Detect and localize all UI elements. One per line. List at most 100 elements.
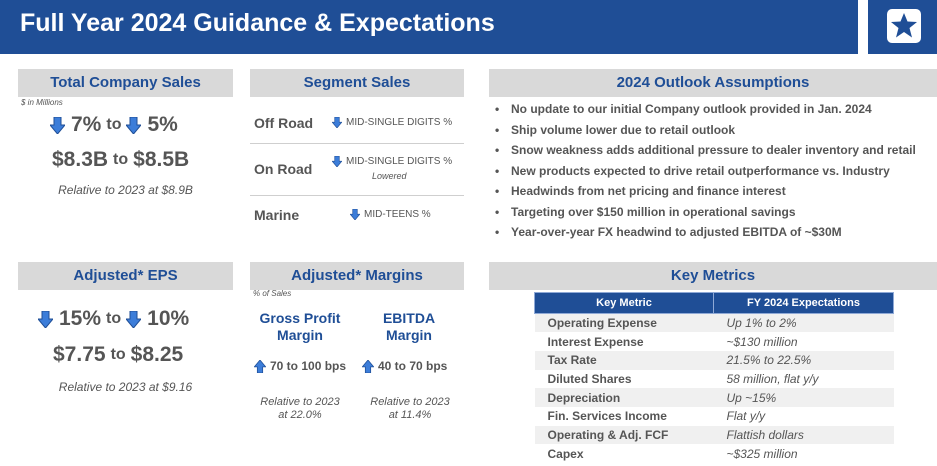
outlook-bullet-list: No update to our initial Company outlook… — [495, 99, 916, 243]
segment-name: Marine — [254, 207, 300, 223]
metric-value: Flat y/y — [713, 406, 894, 426]
segment-name: On Road — [254, 161, 313, 177]
metric-name: Capex — [534, 444, 714, 463]
ebitda-margin-note: Relative to 2023 at 11.4% — [358, 396, 462, 422]
table-row: Operating & Adj. FCF Flattish dollars — [534, 425, 894, 445]
outlook-bullet: Ship volume lower due to retail outlook — [495, 120, 916, 141]
table-row: Fin. Services Income Flat y/y — [534, 406, 894, 426]
gross-margin-heading: Gross Profit Margin — [250, 310, 350, 344]
metric-name: Depreciation — [534, 388, 714, 407]
ebitda-margin-heading-line2: Margin — [386, 327, 432, 343]
gross-margin-heading-line1: Gross Profit — [259, 310, 341, 326]
to-label: to — [110, 346, 126, 363]
segment-value: MID-SINGLE DIGITS % — [332, 117, 452, 128]
outlook-bullet: Targeting over $150 million in operation… — [495, 202, 916, 223]
margins-units: % of Sales — [253, 289, 292, 298]
ebitda-margin-note-line1: Relative to 2023 — [370, 396, 450, 408]
segment-sub-note: Lowered — [372, 171, 407, 181]
metric-value: Up ~15% — [713, 388, 894, 407]
eps-pct-high: 10% — [147, 307, 190, 330]
metric-name: Operating Expense — [534, 313, 714, 333]
segment-row-marine: Marine MID-TEENS % — [250, 196, 464, 236]
total-sales-dollar-range: $8.3B to $8.5B — [52, 148, 189, 172]
metric-name: Fin. Services Income — [534, 406, 714, 426]
adjusted-margins-header: Adjusted* Margins — [250, 262, 464, 290]
eps-value-low: $7.75 — [53, 343, 106, 366]
gross-margin-value-text: 70 to 100 bps — [270, 359, 347, 373]
arrow-down-icon — [126, 310, 142, 328]
segment-row-off-road: Off Road MID-SINGLE DIGITS % — [250, 103, 464, 144]
total-sales-note: Relative to 2023 at $8.9B — [58, 183, 193, 197]
gross-margin-note: Relative to 2023 at 22.0% — [248, 396, 352, 422]
arrow-down-icon — [332, 156, 342, 167]
total-sales-pct-range: 7% to 5% — [50, 113, 178, 137]
ebitda-margin-value: 40 to 70 bps — [362, 359, 447, 373]
metric-value: 21.5% to 22.5% — [713, 350, 894, 370]
gross-margin-heading-line2: Margin — [277, 327, 323, 343]
gross-margin-note-line1: Relative to 2023 — [260, 396, 340, 408]
segment-name: Off Road — [254, 115, 314, 131]
arrow-down-icon — [126, 116, 142, 134]
eps-value-high: $8.25 — [130, 343, 184, 366]
segment-sales-header: Segment Sales — [250, 69, 464, 97]
eps-note: Relative to 2023 at $9.16 — [58, 380, 193, 394]
table-header-row: Key Metric FY 2024 Expectations — [534, 292, 894, 314]
gross-margin-value: 70 to 100 bps — [254, 359, 346, 373]
outlook-bullet: Snow weakness adds additional pressure t… — [495, 140, 916, 161]
arrow-down-icon — [332, 117, 342, 128]
table-row: Interest Expense ~$130 million — [534, 332, 894, 351]
ebitda-margin-note-line2: at 11.4% — [388, 409, 432, 421]
total-sales-dollar-high: $8.5B — [133, 148, 190, 171]
column-header: FY 2024 Expectations — [713, 292, 894, 314]
gross-margin-note-line2: at 22.0% — [278, 409, 322, 421]
metric-name: Diluted Shares — [534, 369, 714, 389]
metric-value: Flattish dollars — [713, 425, 894, 445]
outlook-bullet: Headwinds from net pricing and finance i… — [495, 181, 916, 202]
total-sales-header: Total Company Sales — [18, 69, 233, 97]
title-bar: Full Year 2024 Guidance & Expectations — [0, 0, 858, 54]
table-row: Tax Rate 21.5% to 22.5% — [534, 350, 894, 370]
eps-pct-low: 15% — [59, 307, 102, 330]
segment-value-text: MID-SINGLE DIGITS % — [346, 156, 453, 167]
eps-pct-range: 15% to 10% — [38, 307, 189, 331]
segment-value-text: MID-TEENS % — [364, 209, 431, 220]
metric-value: 58 million, flat y/y — [713, 369, 894, 389]
metric-name: Operating & Adj. FCF — [534, 425, 714, 445]
segment-value-text: MID-SINGLE DIGITS % — [346, 117, 453, 128]
logo — [868, 0, 937, 54]
key-metrics-table: Key Metric FY 2024 Expectations Operatin… — [534, 292, 894, 463]
to-label: to — [106, 310, 122, 327]
total-sales-pct-low: 7% — [71, 113, 102, 136]
outlook-bullet: New products expected to drive retail ou… — [495, 161, 916, 182]
page-title: Full Year 2024 Guidance & Expectations — [20, 9, 495, 37]
outlook-bullet: Year-over-year FX headwind to adjusted E… — [495, 222, 916, 243]
key-metrics-header: Key Metrics — [489, 262, 937, 290]
to-label: to — [113, 151, 129, 168]
total-sales-units: $ in Millions — [21, 98, 63, 107]
segment-row-on-road: On Road MID-SINGLE DIGITS % Lowered — [250, 144, 464, 196]
arrow-down-icon — [350, 209, 360, 220]
table-row: Depreciation Up ~15% — [534, 388, 894, 407]
ebitda-margin-value-text: 40 to 70 bps — [378, 359, 448, 373]
ebitda-margin-heading-line1: EBITDA — [382, 310, 436, 326]
column-header: Key Metric — [534, 292, 714, 314]
eps-value-range: $7.75 to $8.25 — [53, 343, 183, 367]
ebitda-margin-heading: EBITDA Margin — [359, 310, 459, 344]
metric-value: ~$325 million — [713, 444, 894, 463]
total-sales-pct-high: 5% — [147, 113, 178, 136]
to-label: to — [106, 116, 122, 133]
segment-value: MID-TEENS % — [350, 209, 431, 220]
table-row: Capex ~$325 million — [534, 444, 894, 463]
arrow-down-icon — [50, 116, 65, 134]
metric-value: Up 1% to 2% — [713, 313, 894, 333]
outlook-bullet: No update to our initial Company outlook… — [495, 99, 916, 120]
metric-name: Tax Rate — [534, 350, 714, 370]
arrow-up-icon — [362, 359, 374, 373]
adjusted-eps-header: Adjusted* EPS — [18, 262, 233, 290]
segment-value: MID-SINGLE DIGITS % — [332, 156, 452, 167]
metric-name: Interest Expense — [534, 332, 714, 351]
table-row: Operating Expense Up 1% to 2% — [534, 313, 894, 333]
total-sales-dollar-low: $8.3B — [52, 148, 109, 171]
outlook-header: 2024 Outlook Assumptions — [489, 69, 937, 97]
polaris-star-logo-icon — [887, 9, 921, 43]
